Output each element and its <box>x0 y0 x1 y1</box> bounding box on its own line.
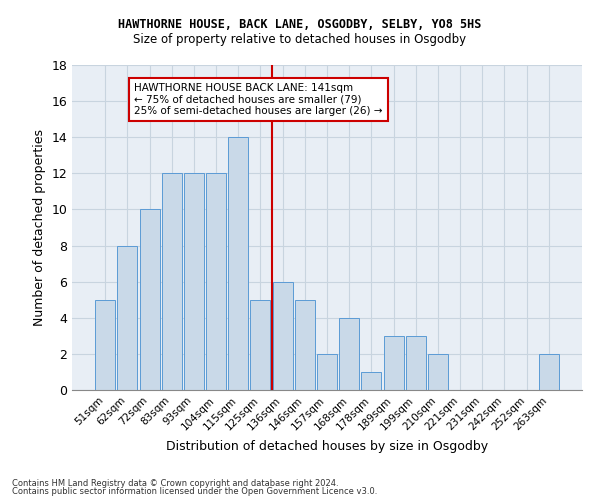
Bar <box>118 246 137 390</box>
Text: Size of property relative to detached houses in Osgodby: Size of property relative to detached ho… <box>133 32 467 46</box>
Y-axis label: Number of detached properties: Number of detached properties <box>33 129 46 326</box>
Bar <box>295 300 315 390</box>
Bar <box>140 210 160 390</box>
Bar <box>206 174 226 390</box>
Bar <box>383 336 404 390</box>
Bar <box>184 174 204 390</box>
X-axis label: Distribution of detached houses by size in Osgodby: Distribution of detached houses by size … <box>166 440 488 453</box>
Bar <box>95 300 115 390</box>
Bar <box>228 137 248 390</box>
Bar <box>428 354 448 390</box>
Bar <box>250 300 271 390</box>
Bar <box>317 354 337 390</box>
Text: HAWTHORNE HOUSE, BACK LANE, OSGODBY, SELBY, YO8 5HS: HAWTHORNE HOUSE, BACK LANE, OSGODBY, SEL… <box>118 18 482 30</box>
Bar <box>339 318 359 390</box>
Text: HAWTHORNE HOUSE BACK LANE: 141sqm
← 75% of detached houses are smaller (79)
25% : HAWTHORNE HOUSE BACK LANE: 141sqm ← 75% … <box>134 83 383 116</box>
Bar <box>162 174 182 390</box>
Text: Contains public sector information licensed under the Open Government Licence v3: Contains public sector information licen… <box>12 487 377 496</box>
Text: Contains HM Land Registry data © Crown copyright and database right 2024.: Contains HM Land Registry data © Crown c… <box>12 478 338 488</box>
Bar <box>272 282 293 390</box>
Bar <box>361 372 382 390</box>
Bar <box>539 354 559 390</box>
Bar <box>406 336 426 390</box>
